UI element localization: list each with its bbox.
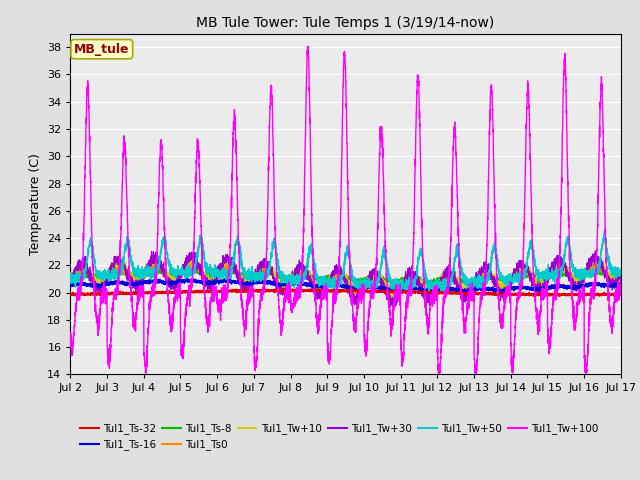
Text: MB_tule: MB_tule <box>74 43 129 56</box>
Y-axis label: Temperature (C): Temperature (C) <box>29 153 42 255</box>
Title: MB Tule Tower: Tule Temps 1 (3/19/14-now): MB Tule Tower: Tule Temps 1 (3/19/14-now… <box>196 16 495 30</box>
Legend: Tul1_Ts-32, Tul1_Ts-16, Tul1_Ts-8, Tul1_Ts0, Tul1_Tw+10, Tul1_Tw+30, Tul1_Tw+50,: Tul1_Ts-32, Tul1_Ts-16, Tul1_Ts-8, Tul1_… <box>76 419 602 455</box>
